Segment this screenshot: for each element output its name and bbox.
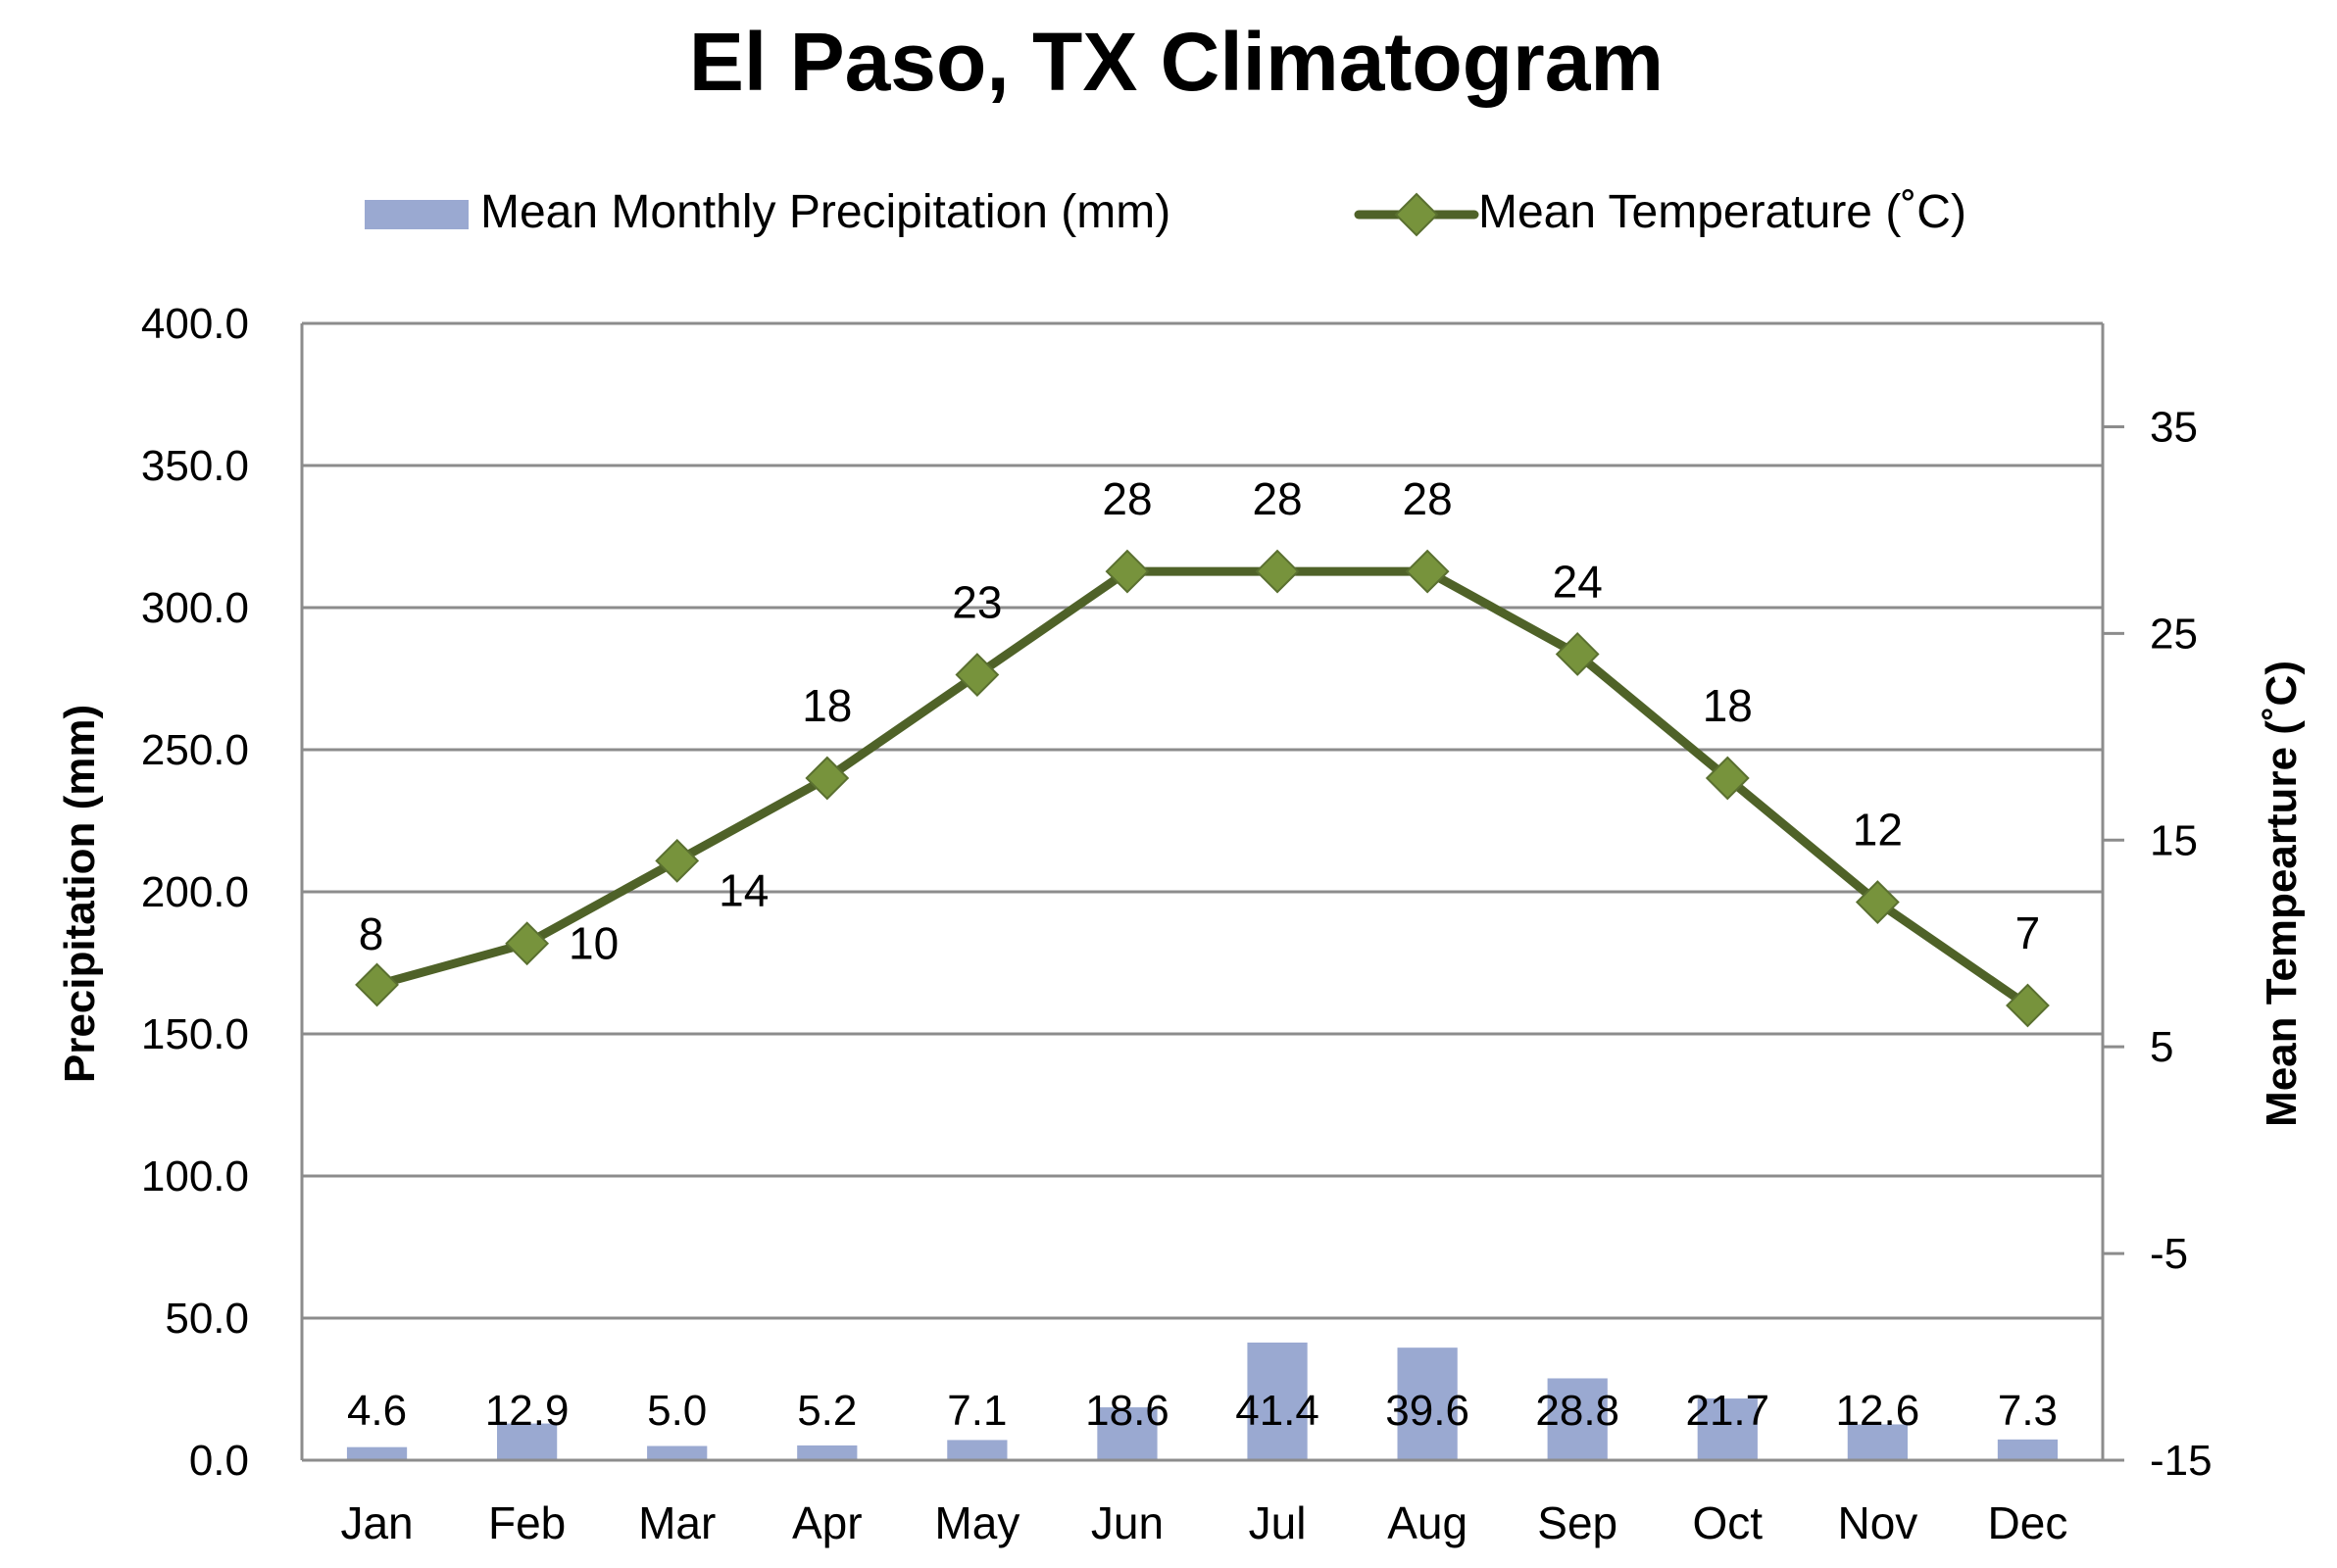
x-tick-label: Jan [340, 1497, 413, 1548]
y-axis-left-title: Precipitation (mm) [56, 705, 104, 1083]
temperature-data-label: 14 [719, 864, 769, 915]
temperature-marker [1405, 549, 1450, 594]
y-left-tick-label: 250.0 [141, 726, 249, 774]
temperature-data-label: 10 [569, 918, 619, 969]
temperature-marker [2006, 983, 2050, 1028]
x-tick-label: Dec [1988, 1497, 2068, 1548]
x-tick-label: Jun [1091, 1497, 1164, 1548]
precipitation-bar [797, 1445, 858, 1460]
x-tick-label: Aug [1387, 1497, 1467, 1548]
temperature-data-label: 12 [1853, 805, 1903, 856]
temperature-marker [655, 838, 700, 883]
y-left-tick-label: 350.0 [141, 442, 249, 490]
precipitation-bar [346, 1446, 408, 1460]
temperature-data-label: 28 [1403, 473, 1453, 524]
temperature-data-label: 23 [952, 577, 1002, 628]
precipitation-data-label: 39.6 [1385, 1387, 1469, 1435]
precipitation-data-label: 7.3 [1998, 1387, 2058, 1435]
precipitation-data-label: 4.6 [347, 1387, 407, 1435]
precipitation-data-label: 5.2 [797, 1387, 857, 1435]
tick-labels-layer: 0.0 50.0 100.0 150.0 200.0 250.0 300.0 350.0 400… [141, 300, 2213, 1548]
precipitation-bar [1247, 1342, 1308, 1460]
precipitation-data-label: 21.7 [1685, 1387, 1769, 1435]
precipitation-data-label: 5.0 [647, 1387, 707, 1435]
temperature-marker [1705, 756, 1750, 801]
precipitation-bar [1397, 1348, 1458, 1460]
x-tick-label: Oct [1693, 1497, 1764, 1548]
x-tick-label: Mar [638, 1497, 716, 1548]
temperature-line-layer [355, 549, 2050, 1028]
legend-temperature-marker [1394, 192, 1439, 237]
temperature-data-label: 7 [2015, 907, 2041, 958]
precipitation-bar [497, 1423, 558, 1460]
x-tick-label: Feb [488, 1497, 566, 1548]
x-tick-label: Jul [1249, 1497, 1307, 1548]
temperature-marker [1255, 549, 1300, 594]
x-tick-label: Apr [792, 1497, 863, 1548]
temperature-data-label: 24 [1553, 556, 1603, 607]
y-left-tick-label: 50.0 [165, 1295, 249, 1343]
precipitation-bar [647, 1446, 708, 1460]
precipitation-data-label: 28.8 [1535, 1387, 1619, 1435]
data-labels-layer: 4.6 12.9 5.0 5.2 7.1 18.6 41.4 39.6 28.8 21.7 12.6… [347, 473, 2058, 1435]
temperature-marker [1855, 880, 1900, 924]
temperature-marker [1105, 549, 1150, 594]
temperature-data-label: 28 [1252, 473, 1302, 524]
legend: Mean Monthly Precipitation (mm) Mean Tem… [365, 186, 1966, 238]
temperature-data-label: 8 [359, 908, 384, 959]
temperature-marker [355, 962, 399, 1007]
temperature-marker [1555, 632, 1600, 676]
precipitation-data-label: 41.4 [1235, 1387, 1319, 1435]
precipitation-bar [1697, 1398, 1758, 1460]
precipitation-bar [1847, 1424, 1908, 1460]
y-left-tick-label: 300.0 [141, 584, 249, 632]
y-axis-right-title: Mean Tempearture (˚C) [2258, 661, 2306, 1127]
y-left-tick-label: 0.0 [189, 1437, 249, 1485]
x-tick-label: Sep [1537, 1497, 1617, 1548]
x-tick-label: Nov [1837, 1497, 1917, 1548]
legend-precipitation-swatch [365, 200, 469, 229]
y-right-tick-label: -5 [2150, 1230, 2188, 1278]
precipitation-bar [947, 1440, 1008, 1460]
y-right-tick-label: 35 [2150, 403, 2198, 451]
precipitation-data-label: 7.1 [947, 1387, 1007, 1435]
precipitation-data-label: 18.6 [1085, 1387, 1169, 1435]
y-left-tick-label: 100.0 [141, 1152, 249, 1200]
y-right-tick-label: 15 [2150, 816, 2198, 864]
y-left-tick-label: 400.0 [141, 300, 249, 348]
precipitation-data-label: 12.6 [1836, 1387, 1920, 1435]
temperature-marker [505, 921, 550, 966]
precipitation-data-label: 12.9 [485, 1387, 570, 1435]
temperature-data-label: 18 [1703, 680, 1753, 731]
chart-title: El Paso, TX Climatogram [689, 16, 1664, 108]
temperature-marker [805, 756, 850, 801]
x-tick-label: May [934, 1497, 1019, 1548]
precipitation-bar [1547, 1378, 1608, 1460]
y-right-tick-label: -15 [2150, 1437, 2213, 1485]
temperature-data-label: 18 [802, 680, 852, 731]
legend-temperature-label: Mean Temperature (˚C) [1478, 186, 1966, 238]
temperature-data-label: 28 [1102, 473, 1152, 524]
y-right-tick-label: 5 [2150, 1023, 2173, 1071]
y-left-tick-label: 150.0 [141, 1010, 249, 1058]
precipitation-bar [1097, 1407, 1158, 1460]
temperature-marker [955, 653, 1000, 697]
y-right-tick-label: 25 [2150, 610, 2198, 658]
bars-layer [346, 1342, 2059, 1460]
precipitation-bar [1997, 1439, 2059, 1460]
grid-layer [302, 321, 2103, 1320]
legend-precipitation-label: Mean Monthly Precipitation (mm) [480, 186, 1170, 238]
y-left-tick-label: 200.0 [141, 868, 249, 916]
axes-layer [300, 323, 2124, 1462]
temperature-line [375, 566, 2031, 1009]
